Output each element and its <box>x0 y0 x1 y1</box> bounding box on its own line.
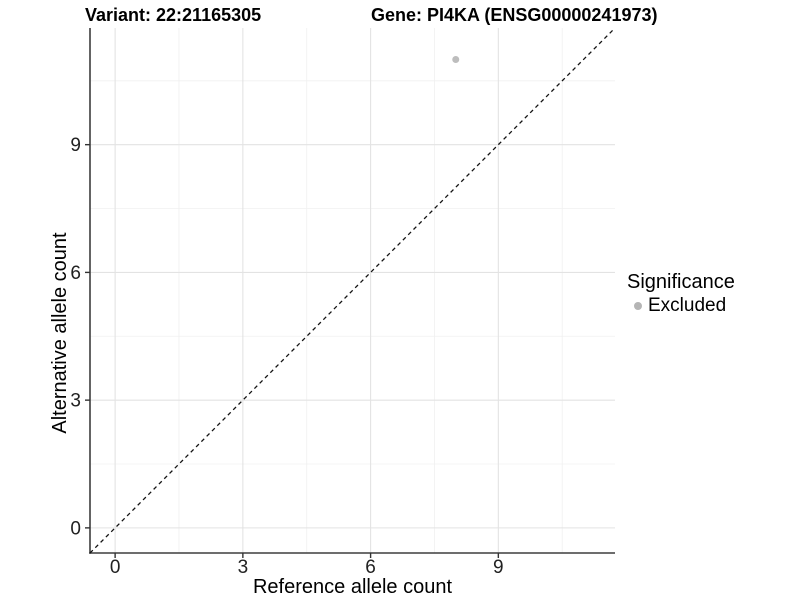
x-tick-label: 3 <box>238 557 249 578</box>
x-tick-label: 9 <box>493 557 504 578</box>
gene-title: Gene: PI4KA (ENSG00000241973) <box>371 5 658 25</box>
x-axis-label: Reference allele count <box>252 576 452 598</box>
identity-line <box>89 27 616 554</box>
y-tick-label: 9 <box>70 135 81 156</box>
legend-item-excluded: Excluded <box>627 295 735 317</box>
legend-item-label: Excluded <box>648 295 727 316</box>
data-point <box>452 56 460 64</box>
legend-point-swatch <box>634 302 642 310</box>
x-tick-label: 6 <box>365 557 376 578</box>
y-tick-label: 0 <box>70 518 81 539</box>
y-tick-label: 6 <box>70 263 81 284</box>
legend: Significance Excluded <box>627 271 735 317</box>
x-tick-label: 0 <box>110 557 121 578</box>
variant-title: Variant: 22:21165305 <box>85 5 262 25</box>
legend-title: Significance <box>627 271 735 293</box>
y-tick-label: 3 <box>70 391 81 412</box>
